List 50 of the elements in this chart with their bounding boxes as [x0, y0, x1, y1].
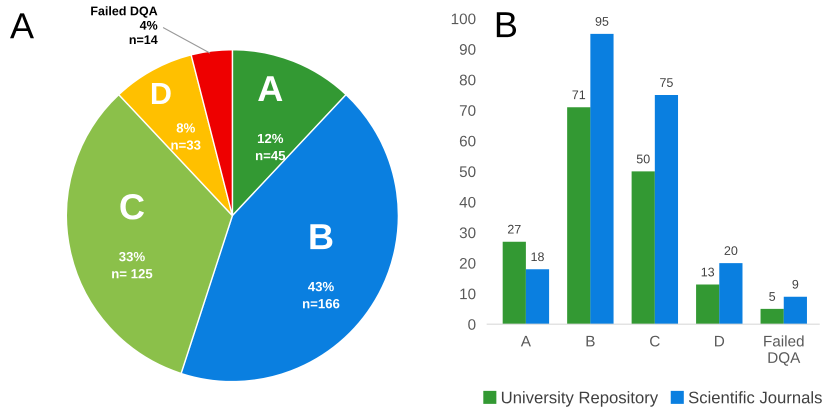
x-tick-label: B: [586, 336, 595, 346]
bar: [567, 107, 590, 324]
data-label: 18: [531, 252, 544, 262]
data-label: 4% n=14: [130, 20, 158, 44]
bar: [502, 242, 526, 324]
bar: [526, 269, 550, 324]
y-tick-label: 30: [460, 227, 476, 238]
y-tick-label: 50: [460, 166, 476, 178]
y-tick-label: 100: [452, 13, 476, 24]
data-label: 50: [636, 154, 650, 164]
data-label: 13: [702, 268, 714, 276]
slice-label: D: [152, 82, 171, 104]
legend-label: Scientific Journals: [688, 391, 822, 404]
data-label: 9: [792, 280, 798, 289]
x-tick-label: A: [520, 336, 531, 346]
bar: [590, 34, 614, 324]
y-tick-label: 20: [460, 258, 476, 269]
slice-label: Failed DQA: [91, 6, 158, 18]
data-label: 12% n=45: [256, 134, 286, 160]
data-label: 20: [724, 246, 738, 256]
chart-title: A: [10, 13, 34, 38]
bar: [784, 296, 807, 324]
y-tick-label: 80: [460, 74, 476, 86]
data-label: 33% n= 125: [112, 252, 152, 278]
y-tick-label: 40: [459, 196, 476, 208]
data-label: 75: [660, 78, 673, 87]
y-tick-label: 0: [468, 319, 476, 330]
y-tick-label: 90: [460, 44, 476, 55]
bar: [654, 94, 678, 324]
slice-label: A: [258, 76, 282, 102]
bar: [632, 171, 655, 324]
data-label: 27: [508, 224, 521, 234]
bar: [760, 308, 784, 324]
slice-label: B: [310, 224, 332, 250]
data-label: 5: [769, 292, 776, 301]
data-label: 8% n=33: [171, 123, 200, 150]
y-tick-label: 70: [460, 105, 476, 116]
bar: [719, 263, 742, 324]
legend-label: University Repository: [502, 391, 658, 407]
y-tick-label: 60: [460, 136, 476, 147]
x-tick-label: D: [715, 336, 724, 346]
x-tick-label: C: [650, 336, 660, 347]
x-tick-label: Failed DQA: [764, 335, 804, 366]
data-label: 95: [596, 16, 608, 26]
slice-label: C: [120, 194, 144, 220]
data-label: 71: [572, 90, 586, 100]
data-label: 43% n=166: [302, 282, 340, 308]
chart-title: B: [496, 12, 516, 38]
bar: [696, 284, 720, 324]
y-tick-label: 10: [460, 288, 476, 300]
